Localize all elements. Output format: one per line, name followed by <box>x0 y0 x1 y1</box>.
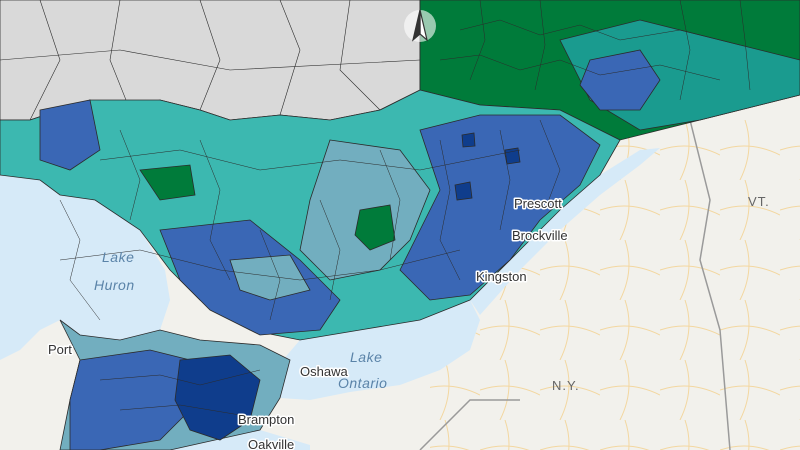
north-arrow-icon <box>404 9 436 42</box>
place-label-brampton: Brampton <box>238 412 294 427</box>
region-class-1-mid[interactable] <box>354 204 396 251</box>
st-lawrence-river <box>470 148 660 315</box>
region-class-6-ne[interactable] <box>461 132 476 148</box>
region-class-5-peninsula[interactable] <box>69 349 201 450</box>
region-class-5-west[interactable] <box>39 99 101 171</box>
region-class-6-east[interactable] <box>454 181 473 201</box>
region-class-5-ottawa[interactable] <box>579 49 661 111</box>
place-label-oshawa: Oshawa <box>300 364 348 379</box>
region-class-4-south[interactable] <box>229 254 311 301</box>
state-borders <box>419 119 731 450</box>
place-label-kingston: Kingston <box>476 269 527 284</box>
lake-ontario-label-1: Lake <box>350 349 382 365</box>
lake-erie-edge <box>170 430 310 450</box>
lake-ontario-label-2: Ontario <box>338 375 387 391</box>
state-label-vt: VT. <box>748 194 770 209</box>
region-class-1-west[interactable] <box>139 164 196 201</box>
place-label-prescott: Prescott <box>514 196 562 211</box>
lake-ontario <box>270 300 480 400</box>
place-label-brockville: Brockville <box>512 228 568 243</box>
region-class-5-east[interactable] <box>399 114 601 301</box>
place-label-oakville: Oakville <box>248 437 294 450</box>
lake-huron <box>0 175 170 360</box>
no-data-boundaries <box>0 0 421 121</box>
lake-huron-label-2: Huron <box>94 277 135 293</box>
place-label-port: Port <box>48 342 72 357</box>
no-data-region <box>0 0 421 121</box>
lake-huron-label-1: Lake <box>102 249 134 265</box>
municipal-boundaries <box>59 0 751 416</box>
state-label-ny: N.Y. <box>552 378 580 393</box>
